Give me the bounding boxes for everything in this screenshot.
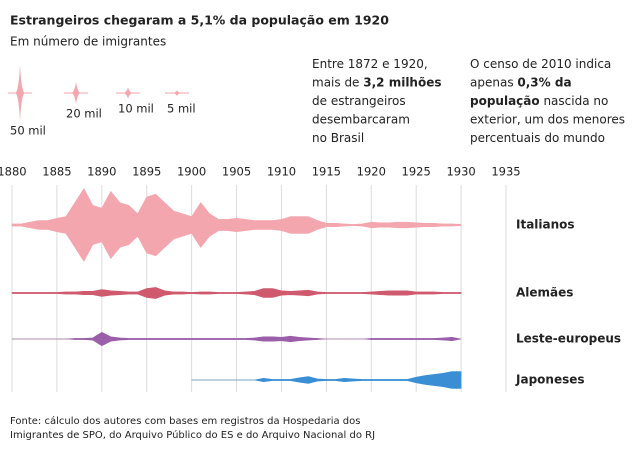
annotation: mais de 3,2 milhões bbox=[312, 75, 442, 89]
source: Imigrantes de SPO, do Arquivo Público do… bbox=[10, 429, 375, 441]
annotation-text: nascida no bbox=[540, 94, 609, 108]
series-label: Alemães bbox=[516, 286, 573, 300]
annotation: apenas 0,3% da bbox=[470, 75, 572, 89]
annotation-text: Entre 1872 e 1920, bbox=[312, 57, 428, 71]
size-legend-mark bbox=[71, 82, 81, 104]
x-tick-label: 1900 bbox=[177, 165, 206, 179]
source: Fonte: cálculo dos autores com bases em … bbox=[10, 415, 360, 427]
x-tick-label: 1885 bbox=[42, 165, 71, 179]
annotation: percentuais do mundo bbox=[470, 131, 605, 145]
size-legend-label: 20 mil bbox=[66, 107, 102, 121]
chart-title: Estrangeiros chegaram a 5,1% da populaçã… bbox=[10, 13, 389, 28]
size-legend-label: 10 mil bbox=[118, 102, 154, 116]
chart-subtitle: Em número de imigrantes bbox=[10, 35, 166, 49]
annotation: no Brasil bbox=[312, 131, 364, 145]
annotation-text: população bbox=[470, 94, 540, 108]
annotation-text: 3,2 milhões bbox=[363, 75, 441, 89]
x-tick-label: 1905 bbox=[222, 165, 251, 179]
annotation: desembarcaram bbox=[312, 112, 410, 126]
x-tick-label: 1920 bbox=[357, 165, 386, 179]
x-tick-label: 1910 bbox=[267, 165, 296, 179]
size-legend-label: 50 mil bbox=[10, 124, 46, 138]
series-label: Leste-europeus bbox=[516, 332, 621, 346]
size-legend-label: 5 mil bbox=[167, 102, 196, 116]
annotation-text: no Brasil bbox=[312, 131, 364, 145]
annotation-text: O censo de 2010 indica bbox=[470, 57, 611, 71]
x-tick-label: 1890 bbox=[87, 165, 116, 179]
x-tick-label: 1935 bbox=[491, 165, 520, 179]
x-tick-label: 1895 bbox=[132, 165, 161, 179]
annotation: de estrangeiros bbox=[312, 94, 406, 108]
annotation-text: apenas bbox=[470, 75, 517, 89]
size-legend-mark bbox=[15, 65, 25, 121]
annotation-text: de estrangeiros bbox=[312, 94, 406, 108]
annotation: O censo de 2010 indica bbox=[470, 57, 611, 71]
annotation: Entre 1872 e 1920, bbox=[312, 57, 428, 71]
annotation-text: exterior, um dos menores bbox=[470, 112, 625, 126]
annotation: população nascida no bbox=[470, 94, 608, 108]
series-label: Italianos bbox=[516, 218, 575, 232]
x-tick-label: 1880 bbox=[0, 165, 27, 179]
size-legend-mark bbox=[172, 90, 182, 96]
annotation-text: desembarcaram bbox=[312, 112, 410, 126]
x-tick-label: 1930 bbox=[446, 165, 475, 179]
x-tick-label: 1915 bbox=[312, 165, 341, 179]
size-legend-mark bbox=[123, 87, 133, 98]
annotation-text: mais de bbox=[312, 75, 363, 89]
series-label: Japoneses bbox=[515, 373, 585, 387]
annotation-text: percentuais do mundo bbox=[470, 131, 605, 145]
annotation: exterior, um dos menores bbox=[470, 112, 625, 126]
annotation-text: 0,3% da bbox=[517, 75, 571, 89]
x-tick-label: 1925 bbox=[402, 165, 431, 179]
